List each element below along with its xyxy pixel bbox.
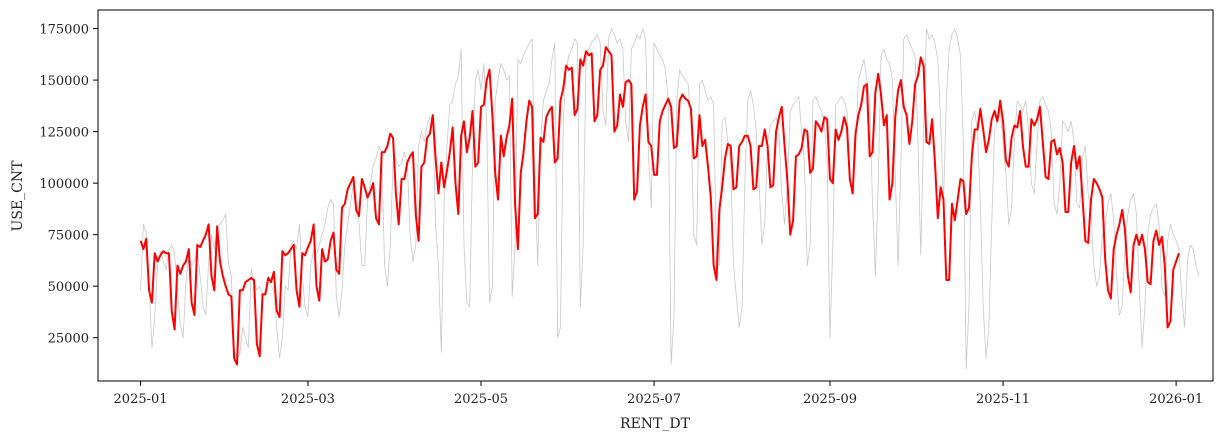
y-tick-label: 125000 xyxy=(39,126,89,141)
axes: 2025-01 2025-03 2025-05 2025-07 2025-09 2025-… xyxy=(39,23,1203,407)
plot-frame xyxy=(97,9,1214,382)
y-axis-label: USE_CNT xyxy=(10,160,26,232)
x-tick-label: 2026-01 xyxy=(1149,392,1203,407)
x-tick-label: 2025-01 xyxy=(114,392,168,407)
y-tick-label: 25000 xyxy=(48,332,89,347)
plot-area xyxy=(139,28,1200,370)
y-tick-label: 50000 xyxy=(48,280,89,295)
y-tick-label: 100000 xyxy=(39,177,89,192)
x-axis-label: RENT_DT xyxy=(620,416,691,432)
y-tick-label: 75000 xyxy=(48,229,89,244)
x-tick-label: 2025-03 xyxy=(281,392,335,407)
smoothed-series-line xyxy=(139,46,1180,366)
daily-series-line xyxy=(140,28,1200,370)
x-tick-label: 2025-07 xyxy=(627,392,681,407)
x-tick-label: 2025-11 xyxy=(976,392,1030,407)
y-tick-label: 150000 xyxy=(39,74,89,89)
x-tick-label: 2025-05 xyxy=(454,392,508,407)
x-tick-label: 2025-09 xyxy=(803,392,857,407)
y-tick-label: 175000 xyxy=(39,23,89,38)
